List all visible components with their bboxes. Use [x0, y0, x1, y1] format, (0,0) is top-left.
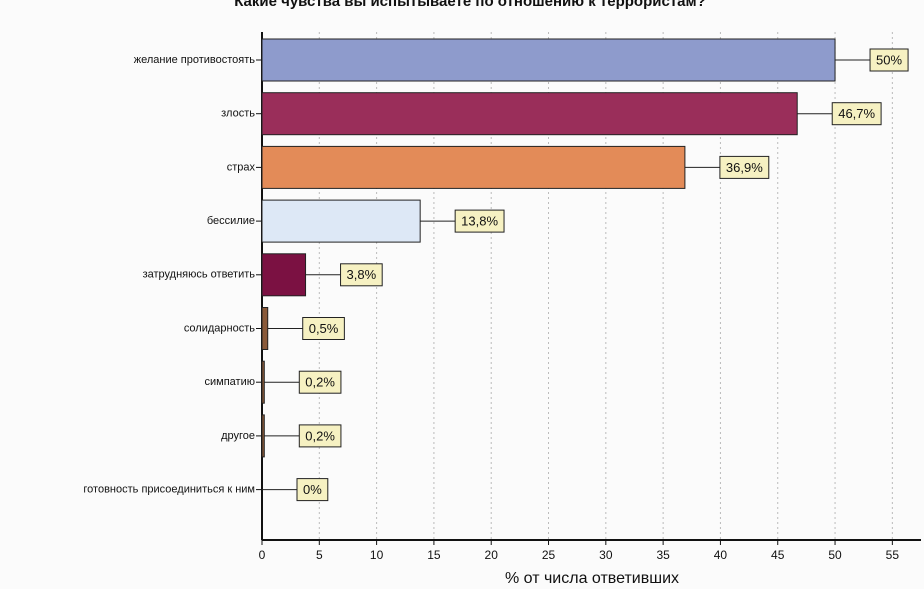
y-tick-label: затрудняюсь ответить — [143, 269, 256, 281]
x-tick-label: 0 — [259, 548, 266, 562]
x-tick-label: 45 — [771, 548, 785, 562]
x-tick-label: 40 — [714, 548, 728, 562]
bar — [261, 307, 269, 350]
x-tick-label: 20 — [485, 548, 499, 562]
x-tick-label: 10 — [370, 548, 384, 562]
value-label-box — [454, 209, 505, 233]
x-tick-label: 30 — [599, 548, 613, 562]
value-label-box — [302, 317, 345, 340]
value-label-box — [296, 478, 329, 502]
value-label-box — [719, 155, 770, 179]
value-label: 0,2% — [305, 428, 335, 443]
x-tick-label: 25 — [542, 548, 556, 562]
value-label: 36,9% — [726, 160, 763, 175]
x-axis-label: % от числа ответивших — [505, 570, 679, 587]
bar — [261, 253, 307, 297]
x-tick-label: 50 — [828, 548, 842, 562]
bar — [261, 414, 265, 458]
y-tick-label: симпатию — [205, 376, 255, 388]
y-tick-label: злость — [221, 108, 255, 120]
y-tick-label: желание противостоять — [134, 54, 256, 66]
value-label: 13,8% — [461, 214, 498, 229]
x-tick-label: 55 — [886, 548, 900, 562]
y-tick-label: другое — [221, 430, 255, 442]
chart-title: Какие чувства вы испытываете по отношени… — [234, 0, 706, 10]
x-tick-label: 5 — [316, 548, 323, 562]
bar — [261, 92, 798, 136]
y-tick-label: готовность присоединиться к ним — [83, 484, 255, 496]
bar — [261, 360, 265, 404]
value-label-box — [869, 48, 909, 72]
value-label: 46,7% — [838, 106, 875, 121]
value-label-box — [298, 424, 342, 448]
value-label: 50% — [876, 52, 902, 67]
bar — [261, 38, 836, 82]
x-tick-label: 15 — [427, 548, 441, 562]
value-label-box — [831, 102, 882, 126]
bar — [261, 145, 686, 189]
x-tick-label: 35 — [656, 548, 670, 562]
value-label-box — [340, 263, 383, 287]
value-label-box — [298, 370, 342, 394]
value-label: 0,2% — [305, 375, 335, 390]
value-label: 0% — [303, 482, 322, 497]
bar — [261, 199, 421, 243]
value-label: 3,8% — [347, 267, 377, 282]
y-tick-label: бессилие — [207, 215, 255, 227]
y-tick-label: страх — [227, 161, 256, 173]
value-label: 0,5% — [309, 321, 339, 336]
y-tick-label: солидарность — [184, 322, 255, 334]
